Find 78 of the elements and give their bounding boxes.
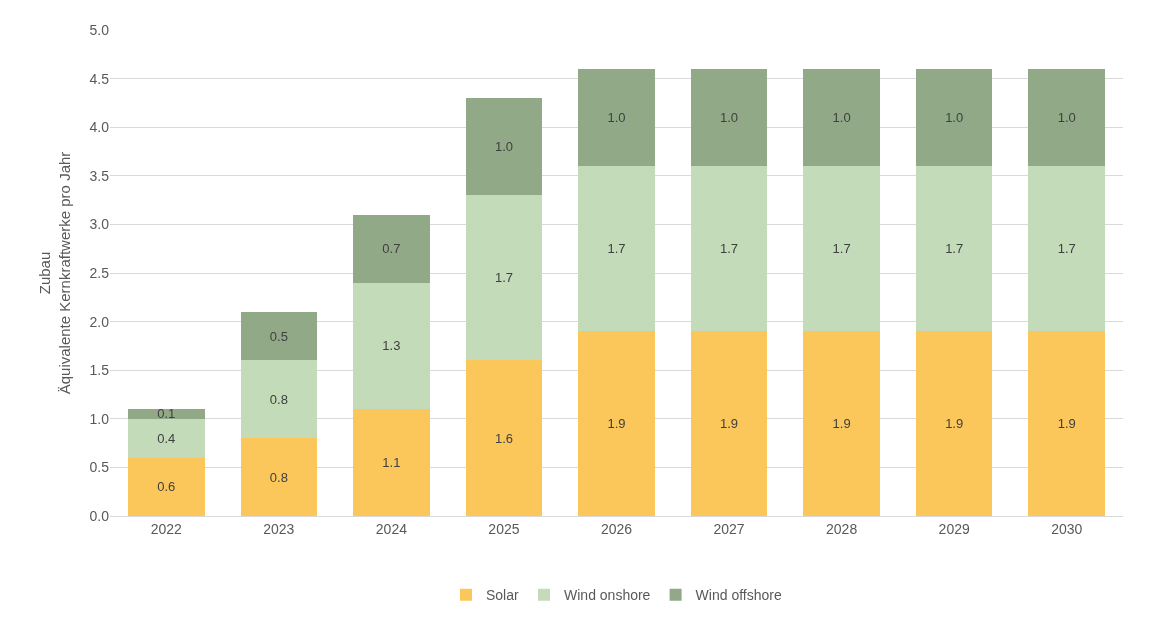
data-label: 1.7 [494,270,513,286]
y-axis-title: Zubau Äquivalente Kernkraftwerke pro Jahr [36,151,73,395]
data-label: 1.0 [945,109,964,125]
bar [465,195,543,361]
data-label: 1.0 [494,139,513,155]
y-tick-label: 1.0 [89,410,110,427]
legend-label: Solar [486,587,520,604]
data-label: 1.7 [945,241,964,257]
bar [465,360,543,516]
bar [803,331,880,516]
x-tick-label: 2023 [263,520,295,537]
y-tick-label: 5.0 [89,21,110,38]
bar [240,360,318,439]
data-label: 1.3 [382,338,401,354]
bar [240,438,318,516]
data-label: 0.6 [157,479,176,495]
bar [915,166,993,332]
y-tick-label: 2.0 [89,313,110,330]
data-label: 0.5 [269,328,288,344]
bar [1028,68,1105,167]
data-label: 1.9 [1057,416,1076,432]
bar [803,68,880,167]
x-tick-label: 2028 [826,520,858,537]
data-label: 0.8 [269,469,288,485]
bar [1028,166,1105,332]
bar [240,311,318,361]
x-tick-label: 2022 [150,520,183,537]
bar [915,331,993,516]
x-tick-label: 2027 [713,520,745,537]
data-label: 1.0 [832,109,851,125]
y-tick-label: 0.5 [89,459,110,476]
y-tick-label: 1.5 [89,362,110,379]
bar [1028,331,1105,516]
bar [128,418,205,458]
data-label: 0.1 [157,406,176,422]
bar [915,68,993,167]
bar [353,282,430,410]
x-tick-label: 2030 [1051,520,1083,537]
y-tick-label: 4.5 [89,70,110,87]
y-tick-label: 0.0 [89,507,110,524]
data-label: 1.9 [945,416,964,432]
y-tick-label: 2.5 [89,264,110,281]
data-label: 0.7 [382,241,401,257]
bar [128,457,205,516]
x-tick-label: 2025 [488,520,520,537]
y-tick-label: 3.0 [89,216,110,233]
bar [578,331,655,516]
data-label: 0.4 [157,430,176,446]
bar [578,68,655,167]
bar [578,166,655,332]
bar [465,98,543,196]
legend-label: Wind onshore [564,587,651,604]
legend-label: Wind offshore [695,587,782,604]
bar [353,409,430,516]
data-label: 1.6 [494,430,513,446]
data-label: 1.0 [1057,109,1076,125]
data-label: 1.0 [607,109,626,125]
bar [353,214,430,283]
y-tick-label: 4.0 [89,119,110,136]
data-label: 1.9 [832,416,851,432]
y-tick-label: 3.5 [89,167,110,184]
data-label: 1.7 [1057,241,1076,257]
bar [803,166,880,332]
x-tick-label: 2024 [375,520,408,537]
bar [690,68,768,167]
x-tick-label: 2029 [938,520,970,537]
bar [128,409,205,419]
bar [690,166,768,332]
data-label: 1.7 [832,241,851,257]
data-label: 1.1 [382,455,401,471]
data-label: 1.9 [607,416,626,432]
data-label: 1.9 [720,416,739,432]
data-label: 1.0 [720,109,739,125]
data-label: 1.7 [607,241,626,257]
bar [690,331,768,516]
x-tick-label: 2026 [600,520,633,537]
data-label: 0.8 [269,391,288,407]
data-label: 1.7 [720,241,739,257]
